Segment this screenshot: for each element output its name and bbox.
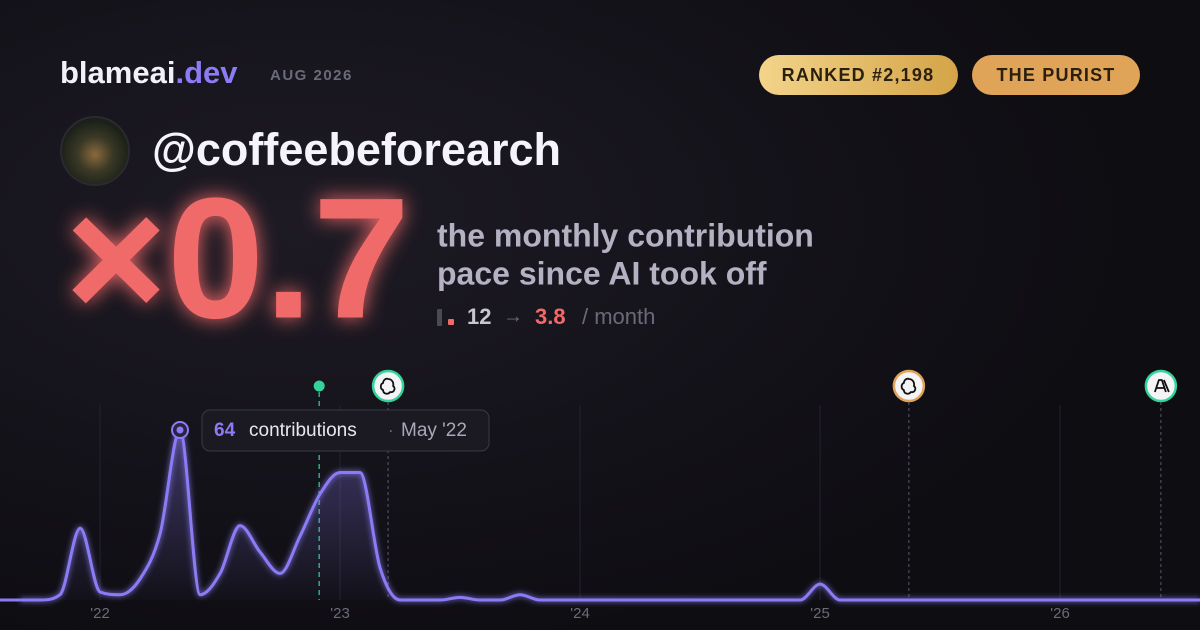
unit: / month [582,304,655,329]
tooltip-value: 64 [214,420,236,441]
description-line: pace since AI took off [437,255,767,291]
x-tick-label: '24 [570,605,590,622]
badge-bg [972,55,1140,95]
avatar [60,116,130,186]
x-tick-label: '23 [330,605,350,622]
area [0,430,1200,600]
brand-name: blameai [60,55,175,90]
event-dot [313,380,325,392]
event-glyph [1154,379,1170,393]
x-tick-label: '25 [810,605,830,622]
badge-bg [759,55,958,95]
event-icon [1144,369,1178,403]
brand-suffix: .dev [175,55,238,90]
event-icon [371,369,405,403]
highlight-dot [176,426,184,434]
after-value: 3.8 [535,304,566,329]
badge-rank: RANKED #2,198 [782,65,935,85]
period: AUG 2026 [270,67,353,84]
multiplier: ×0.7 [65,162,410,354]
icon-bar [437,309,442,326]
x-tick-label: '22 [90,605,110,622]
arrow: → [503,305,523,327]
tooltip-bg [201,409,490,452]
event-icon [892,369,926,403]
line [20,428,1200,602]
icon-dot [448,319,454,325]
before-value: 12 [467,304,491,329]
brand: blameai.dev [60,55,238,90]
event-glyph [900,377,917,395]
description-line: the monthly contribution [437,217,814,253]
handle: @coffeebeforearch [152,124,561,175]
event-glyph [379,377,396,395]
tooltip-label: contributions [249,420,357,441]
tooltip-date: May '22 [401,420,467,441]
tooltip-separator: · [388,420,394,439]
badge-title: THE PURIST [996,65,1115,85]
x-tick-label: '26 [1050,605,1070,622]
chart: '22 '23 '24 '25 '26 64 contributions · May '22 [0,369,1200,622]
